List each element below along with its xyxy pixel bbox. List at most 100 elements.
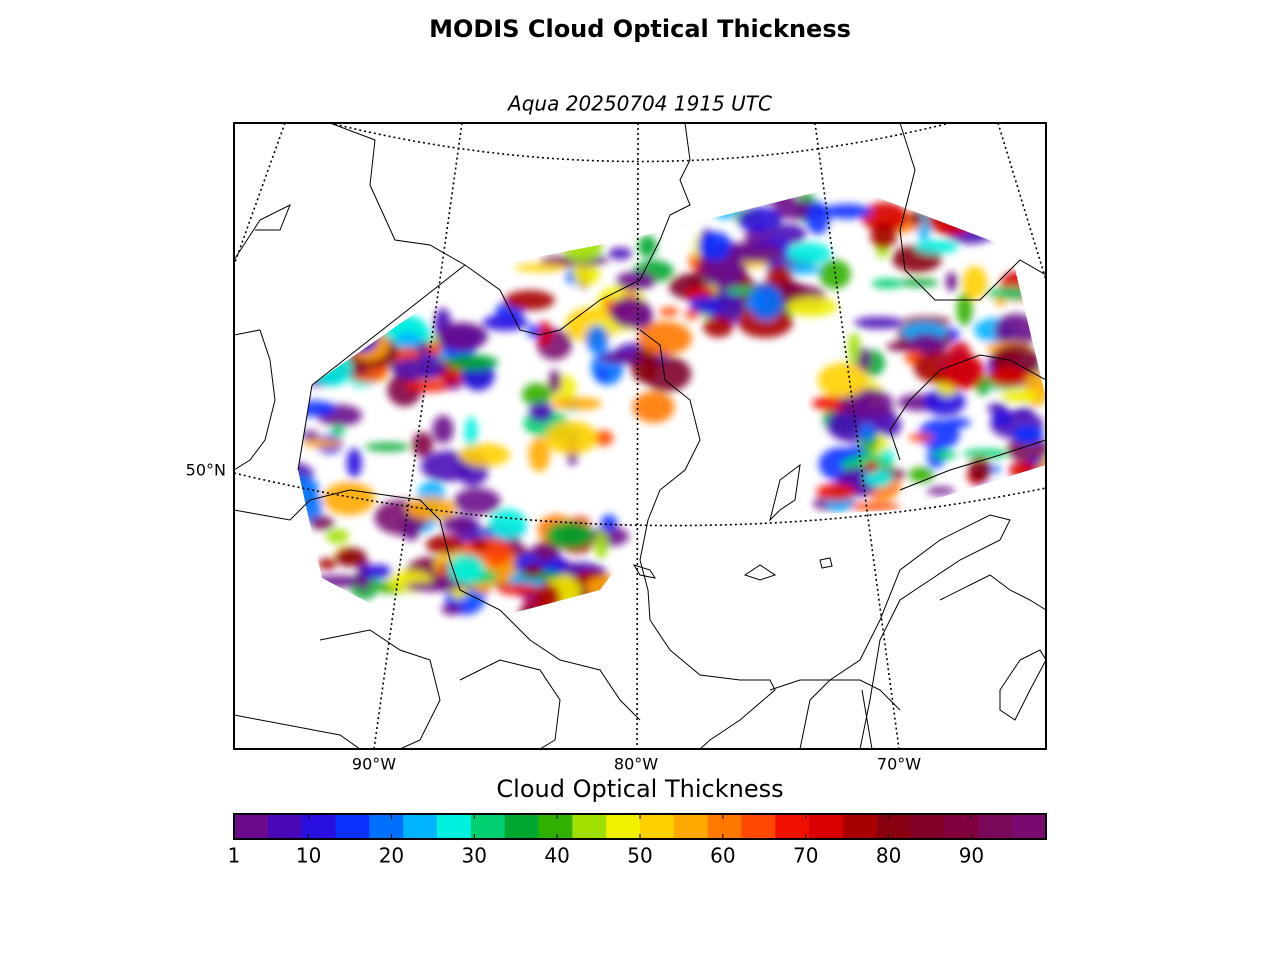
- cloud-patch: [362, 564, 393, 580]
- cloud-patch: [453, 488, 501, 515]
- cloud-patch: [522, 383, 552, 407]
- title: MODIS Cloud Optical Thickness: [429, 15, 851, 43]
- colorbar-segment: [978, 814, 1013, 839]
- cloud-patch: [311, 575, 367, 588]
- cloud-patch: [200, 562, 222, 580]
- cloud-patch: [324, 338, 340, 361]
- colorbar: 1 10 20 30 40 50 60 70 80 90: [228, 814, 1047, 868]
- colorbar-tick-label: 90: [959, 844, 984, 868]
- cloud-patch: [608, 247, 633, 260]
- cloud-patch: [593, 430, 614, 446]
- colorbar-segment: [403, 814, 438, 839]
- cloud-patch: [968, 457, 992, 483]
- cloud-patch: [600, 514, 618, 532]
- lat-label: 50°N: [186, 461, 226, 480]
- cloud-patch: [518, 604, 544, 619]
- cloud-patch: [445, 354, 499, 371]
- cloud-patch: [970, 185, 1025, 195]
- cloud-patch: [945, 141, 957, 176]
- colorbar-tick-label: 30: [462, 844, 487, 868]
- colorbar-segment: [572, 814, 607, 839]
- cloud-patch: [164, 461, 176, 495]
- cloud-patch: [514, 263, 568, 272]
- cloud-patch: [331, 425, 346, 437]
- cloud-patch: [596, 368, 609, 381]
- cloud-patch: [975, 485, 1024, 511]
- cloud-patch: [1008, 461, 1038, 479]
- cloud-patch: [806, 201, 830, 235]
- cloud-patch: [390, 357, 446, 380]
- lon-label: 80°W: [614, 755, 658, 774]
- colorbar-segment: [741, 814, 776, 839]
- cloud-patch: [470, 537, 489, 552]
- cloud-patch: [971, 185, 1024, 195]
- colorbar-tick-label: 40: [544, 844, 569, 868]
- colorbar-segment: [775, 814, 810, 839]
- colorbar-segment: [538, 814, 573, 839]
- cloud-patch: [709, 189, 742, 220]
- cloud-patch: [854, 316, 905, 329]
- cloud-patch: [766, 265, 793, 286]
- cloud-patch: [528, 402, 554, 423]
- cloud-patch: [212, 357, 235, 367]
- cloud-patch: [610, 296, 652, 328]
- cloud-patch: [663, 198, 718, 209]
- cloud-patch: [923, 387, 966, 416]
- cloud-patch: [638, 235, 657, 258]
- cloud-patch: [527, 324, 540, 339]
- map-area: [164, 123, 1046, 749]
- cloud-patch: [565, 187, 580, 215]
- cloud-patch: [861, 202, 908, 232]
- cloud-patch: [298, 350, 308, 385]
- cloud-patch: [585, 325, 609, 354]
- cloud-patch: [737, 206, 782, 233]
- colorbar-segment: [843, 814, 878, 839]
- cloud-patch: [850, 502, 900, 512]
- cloud-patch: [425, 534, 465, 555]
- cloud-patch: [534, 199, 548, 225]
- cloud-patch: [432, 415, 454, 444]
- cloud-patch: [219, 529, 264, 552]
- cloud-patch: [863, 468, 894, 488]
- cloud-patch: [169, 507, 204, 531]
- cloud-patch: [941, 354, 986, 390]
- cloud-patch: [646, 185, 674, 218]
- cloud-patch: [988, 185, 1007, 207]
- cloud-patch: [909, 210, 923, 225]
- cloud-patch: [298, 590, 325, 617]
- cloud-patch: [998, 155, 1037, 179]
- colorbar-segment: [673, 814, 709, 839]
- cloud-patch: [306, 347, 340, 363]
- cloud-patch: [528, 437, 551, 472]
- cloud-patch: [528, 546, 561, 558]
- cloud-patch: [302, 439, 343, 448]
- cloud-patch: [550, 397, 602, 411]
- cloud-patch: [538, 215, 561, 226]
- boundaries: [297, 264, 873, 749]
- cloud-patch: [871, 278, 904, 289]
- cloud-patch: [933, 203, 981, 220]
- colorbar-segment: [267, 814, 303, 839]
- cloud-patch: [848, 332, 861, 366]
- cloud-patch: [602, 298, 615, 308]
- cloud-patch: [932, 450, 957, 460]
- cloud-patch: [317, 558, 337, 570]
- cloud-patch: [394, 332, 422, 349]
- cloud-patch: [436, 322, 488, 351]
- cloud-patch: [545, 521, 594, 549]
- cloud-patch: [637, 321, 692, 356]
- cloud-patch: [482, 314, 529, 331]
- cloud-patch: [914, 239, 958, 255]
- cloud-patch: [658, 307, 679, 317]
- cloud-patch: [737, 306, 793, 339]
- cloud-patch: [489, 508, 527, 539]
- cloud-patch: [817, 362, 869, 398]
- cloud-patch: [405, 496, 456, 521]
- cloud-patch: [302, 430, 320, 442]
- cloud-patch: [325, 529, 349, 544]
- cloud-patch: [441, 514, 475, 534]
- cloud-patch: [651, 197, 665, 227]
- lon-label: 70°W: [877, 755, 921, 774]
- cloud-patch: [898, 278, 939, 287]
